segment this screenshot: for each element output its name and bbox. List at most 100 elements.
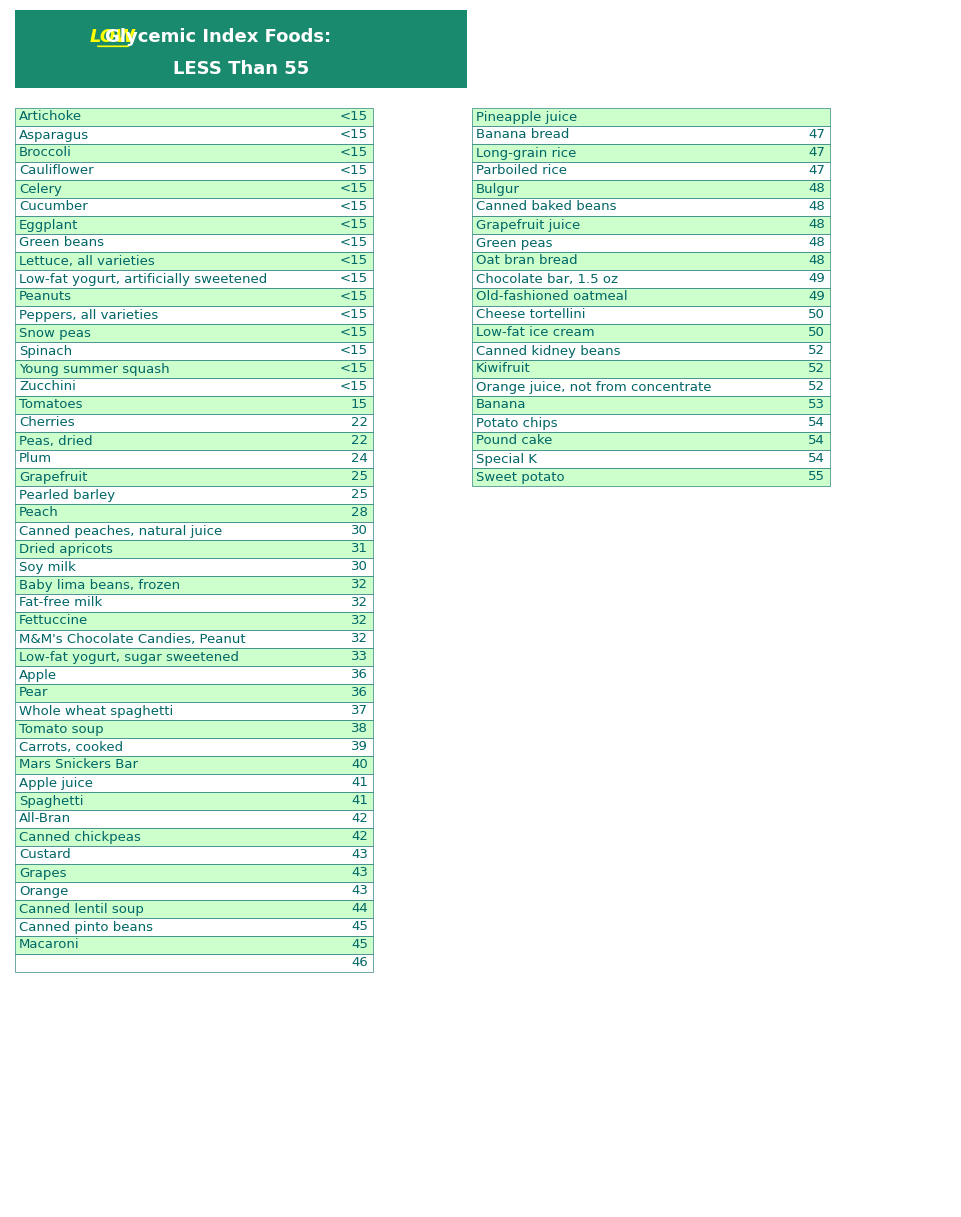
- Text: Kiwifruit: Kiwifruit: [476, 363, 530, 376]
- Text: Green peas: Green peas: [476, 236, 553, 249]
- Text: Canned pinto beans: Canned pinto beans: [19, 920, 153, 933]
- Bar: [15, 414, 373, 432]
- Text: Young summer squash: Young summer squash: [19, 363, 170, 376]
- Bar: [15, 774, 373, 792]
- Bar: [15, 360, 373, 378]
- Text: Custard: Custard: [19, 848, 71, 862]
- Bar: [15, 432, 373, 450]
- Text: Peas, dried: Peas, dried: [19, 434, 92, 448]
- Text: 32: 32: [351, 578, 368, 591]
- Text: Grapes: Grapes: [19, 867, 66, 880]
- Text: Peach: Peach: [19, 506, 59, 520]
- Text: Peanuts: Peanuts: [19, 291, 72, 303]
- Text: Grapefruit juice: Grapefruit juice: [476, 219, 580, 231]
- Text: 54: 54: [808, 434, 825, 448]
- Text: 15: 15: [351, 398, 368, 411]
- Bar: [15, 918, 373, 936]
- Text: Pineapple juice: Pineapple juice: [476, 111, 578, 123]
- Bar: [15, 108, 373, 127]
- Text: Canned lentil soup: Canned lentil soup: [19, 903, 144, 915]
- Text: 24: 24: [351, 453, 368, 465]
- Bar: [15, 540, 373, 559]
- Text: 47: 47: [808, 164, 825, 178]
- Text: Zucchini: Zucchini: [19, 381, 76, 393]
- Text: 48: 48: [808, 254, 825, 268]
- Text: 42: 42: [351, 830, 368, 843]
- Bar: [15, 612, 373, 630]
- Text: Apple juice: Apple juice: [19, 776, 93, 790]
- Text: Low-fat yogurt, artificially sweetened: Low-fat yogurt, artificially sweetened: [19, 273, 267, 286]
- Bar: [472, 127, 830, 144]
- Text: Whole wheat spaghetti: Whole wheat spaghetti: [19, 705, 173, 718]
- Text: <15: <15: [340, 381, 368, 393]
- Text: 46: 46: [352, 957, 368, 970]
- Text: 49: 49: [808, 291, 825, 303]
- Text: Asparagus: Asparagus: [19, 129, 89, 141]
- Text: Tomatoes: Tomatoes: [19, 398, 83, 411]
- Text: 53: 53: [808, 398, 825, 411]
- Bar: [472, 360, 830, 378]
- Text: Cheese tortellini: Cheese tortellini: [476, 308, 585, 321]
- Text: 55: 55: [808, 471, 825, 483]
- Bar: [15, 180, 373, 198]
- Bar: [15, 252, 373, 270]
- Text: Pound cake: Pound cake: [476, 434, 553, 448]
- Bar: [472, 305, 830, 324]
- Text: Bulgur: Bulgur: [476, 183, 520, 196]
- Bar: [15, 738, 373, 756]
- Text: <15: <15: [340, 111, 368, 123]
- Bar: [15, 288, 373, 305]
- Bar: [15, 594, 373, 612]
- Bar: [472, 215, 830, 234]
- Bar: [15, 811, 373, 828]
- Bar: [15, 756, 373, 774]
- Text: 50: 50: [808, 326, 825, 340]
- Text: Potato chips: Potato chips: [476, 416, 557, 430]
- Bar: [15, 828, 373, 846]
- Text: 28: 28: [351, 506, 368, 520]
- Text: 38: 38: [351, 723, 368, 735]
- Text: 48: 48: [808, 219, 825, 231]
- Text: 48: 48: [808, 183, 825, 196]
- Text: 47: 47: [808, 129, 825, 141]
- Text: <15: <15: [340, 183, 368, 196]
- Text: Dried apricots: Dried apricots: [19, 543, 112, 555]
- Text: 52: 52: [808, 363, 825, 376]
- Bar: [15, 720, 373, 738]
- Text: Parboiled rice: Parboiled rice: [476, 164, 567, 178]
- Bar: [472, 469, 830, 486]
- Text: <15: <15: [340, 164, 368, 178]
- Text: Low-fat yogurt, sugar sweetened: Low-fat yogurt, sugar sweetened: [19, 651, 239, 663]
- Bar: [15, 846, 373, 864]
- Bar: [472, 450, 830, 469]
- Text: <15: <15: [340, 254, 368, 268]
- Bar: [15, 936, 373, 954]
- Bar: [15, 144, 373, 162]
- Text: Mars Snickers Bar: Mars Snickers Bar: [19, 758, 138, 772]
- Bar: [472, 414, 830, 432]
- Bar: [15, 10, 467, 88]
- Bar: [15, 342, 373, 360]
- Text: 48: 48: [808, 236, 825, 249]
- Text: 25: 25: [351, 488, 368, 501]
- Bar: [15, 198, 373, 215]
- Text: Banana: Banana: [476, 398, 527, 411]
- Text: 32: 32: [351, 633, 368, 645]
- Text: Plum: Plum: [19, 453, 52, 465]
- Bar: [15, 864, 373, 882]
- Bar: [472, 342, 830, 360]
- Bar: [15, 630, 373, 647]
- Bar: [472, 288, 830, 305]
- Bar: [15, 215, 373, 234]
- Text: Old-fashioned oatmeal: Old-fashioned oatmeal: [476, 291, 628, 303]
- Text: <15: <15: [340, 363, 368, 376]
- Text: Carrots, cooked: Carrots, cooked: [19, 740, 123, 753]
- Bar: [15, 234, 373, 252]
- Text: 44: 44: [352, 903, 368, 915]
- Bar: [472, 324, 830, 342]
- Text: 52: 52: [808, 344, 825, 358]
- Text: 52: 52: [808, 381, 825, 393]
- Text: Oat bran bread: Oat bran bread: [476, 254, 578, 268]
- Text: 22: 22: [351, 434, 368, 448]
- Text: Orange juice, not from concentrate: Orange juice, not from concentrate: [476, 381, 711, 393]
